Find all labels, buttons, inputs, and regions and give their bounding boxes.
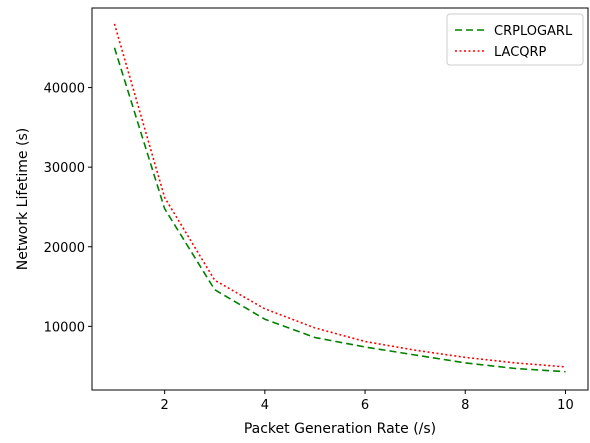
x-tick-label: 2 — [161, 398, 169, 413]
x-axis-label: Packet Generation Rate (/s) — [244, 421, 436, 437]
series-line-crplogarl — [113, 47, 566, 373]
series-line-lacqrp — [113, 23, 566, 368]
series-layer — [113, 23, 566, 373]
y-tick-label: 20000 — [44, 241, 85, 256]
legend-label: LACQRP — [494, 45, 547, 60]
y-tick-label: 30000 — [44, 161, 85, 176]
legend-box — [446, 13, 584, 66]
x-tick-label: 4 — [261, 398, 269, 413]
y-tick-label: 10000 — [44, 320, 85, 335]
legend-label: CRPLOGARL — [494, 24, 573, 39]
legend: CRPLOGARL LACQRP — [446, 13, 584, 66]
y-tick-label: 40000 — [44, 82, 85, 97]
y-axis-label: Network Lifetime (s) — [15, 128, 31, 270]
x-tick-label: 8 — [461, 398, 469, 413]
plot-frame — [91, 7, 589, 391]
axis-layer: 2 4 6 8 10 10000 20000 30000 40000 — [44, 82, 574, 413]
x-tick-label: 6 — [361, 398, 369, 413]
x-tick-label: 10 — [557, 398, 574, 413]
